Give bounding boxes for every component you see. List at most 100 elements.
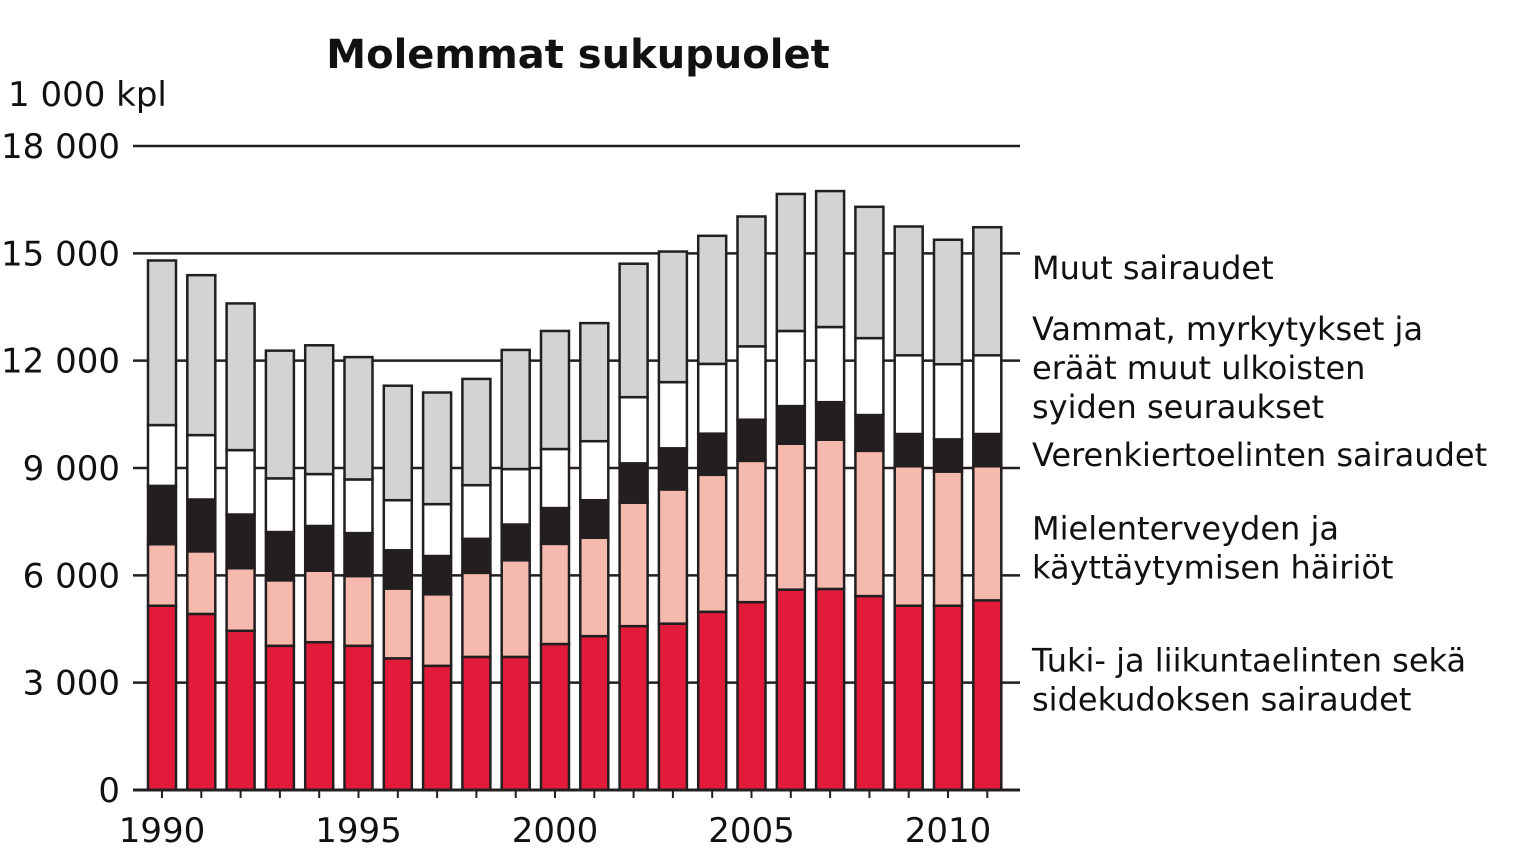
bar-segment-5-2000 [539,329,571,451]
y-tick-label: 6 000 [23,556,120,596]
bar-segment-3-2001 [579,498,610,540]
bar-stack-2007 [814,189,846,792]
bar-segment-2-1997 [421,593,453,668]
y-tick-label: 12 000 [1,342,120,382]
legend-label-4: Vammat, myrkytykset ja [1032,310,1423,348]
legend-label-4: syiden seuraukset [1032,388,1324,426]
bar-stack-2002 [618,262,649,792]
bar-segment-1-2002 [618,624,649,792]
bar-segment-4-1996 [382,498,414,552]
bar-segment-3-2004 [696,432,728,477]
bar-stack-1996 [382,384,414,792]
bar-stack-2005 [736,215,767,792]
bar-stack-2004 [696,234,728,792]
bar-segment-4-2011 [972,354,1003,436]
bar-stack-2009 [893,225,924,792]
bar-segment-4-2009 [893,354,924,436]
bar-segment-5-1997 [421,391,453,506]
bar-stack-1993 [264,349,296,792]
bar-segment-5-2008 [854,205,885,340]
bar-segment-3-1997 [421,554,453,596]
bar-stack-2011 [972,225,1003,792]
bar-segment-1-2008 [854,594,885,792]
bar-stack-1990 [146,259,178,792]
bar-segment-5-2011 [972,225,1003,357]
bar-segment-3-1990 [146,484,178,546]
bar-segment-5-1995 [343,355,374,481]
bar-segment-4-2008 [854,336,885,417]
bar-stack-1999 [500,348,531,792]
bar-segment-2-2009 [893,464,924,607]
bar-segment-2-2001 [579,536,610,638]
bar-segment-5-1994 [303,344,335,476]
y-tick-label: 3 000 [23,664,120,704]
bar-segment-5-1998 [461,377,492,487]
bar-segment-4-2002 [618,395,649,465]
bar-segment-2-2005 [736,459,767,604]
bar-stack-1995 [343,355,374,792]
bar-segment-2-2004 [696,473,728,614]
bar-stack-2008 [854,205,885,792]
bars [146,189,1003,792]
bar-segment-2-2008 [854,449,885,598]
bar-segment-3-1998 [461,537,492,575]
bar-segment-4-2004 [696,362,728,435]
legend-label-2: Mielenterveyden ja [1032,510,1339,548]
bar-segment-5-2010 [932,238,964,366]
x-tick-label: 1990 [119,811,206,851]
legend-label-2: käyttäytymisen häiriöt [1032,549,1393,587]
bar-segment-3-1996 [382,549,414,590]
bar-segment-1-1992 [225,629,256,792]
bar-segment-1-2000 [539,642,571,792]
bar-segment-4-1999 [500,467,531,526]
bar-segment-1-1994 [303,640,335,792]
bar-segment-2-1991 [186,550,217,616]
y-tick-label: 15 000 [1,234,120,274]
bar-segment-4-1994 [303,472,335,528]
bar-segment-1-2011 [972,599,1003,792]
x-axis: 1990 1995 2000 2005 2010 [119,788,1020,851]
bar-stack-1994 [303,344,335,792]
bar-segment-1-1996 [382,657,414,792]
bar-segment-3-1992 [225,513,256,570]
x-tick-label: 2010 [905,811,992,851]
bar-segment-4-2003 [657,380,689,450]
bar-segment-2-2003 [657,488,689,625]
bar-segment-4-1997 [421,502,453,558]
bar-stack-2001 [579,321,610,792]
bar-segment-1-1999 [500,655,531,792]
bar-segment-3-2009 [893,432,924,468]
bar-segment-2-2011 [972,464,1003,602]
bar-segment-3-2006 [775,404,807,445]
bar-segment-2-2010 [932,470,964,607]
bar-stack-1997 [421,391,453,792]
bar-segment-5-2007 [814,189,846,329]
bar-segment-2-1999 [500,559,531,659]
bar-segment-2-2002 [618,501,649,628]
bar-segment-1-1998 [461,655,492,792]
bar-segment-1-2005 [736,600,767,792]
y-tick-label: 0 [98,771,120,811]
bar-segment-3-1993 [264,530,296,582]
bar-segment-3-2005 [736,418,767,463]
bar-segment-5-1996 [382,384,414,502]
bar-segment-5-1991 [186,273,217,437]
y-tick-label: 18 000 [1,127,120,167]
bar-segment-3-1999 [500,523,531,562]
bar-segment-1-2007 [814,587,846,792]
bar-segment-4-2001 [579,439,610,502]
bar-segment-4-2000 [539,447,571,510]
bar-segment-1-2003 [657,622,689,792]
bar-segment-5-2006 [775,192,807,333]
bar-segment-1-1995 [343,644,374,792]
bar-segment-1-1997 [421,664,453,792]
x-tick-label: 1995 [315,811,402,851]
bar-segment-5-2004 [696,234,728,366]
legend-label-3: Verenkiertoelinten sairaudet [1032,436,1487,474]
legend-label-1: sidekudoksen sairaudet [1032,681,1411,719]
bar-stack-2003 [657,250,689,792]
bar-stack-1991 [186,273,217,792]
y-unit-label: 1 000 kpl [8,75,167,115]
bar-segment-1-1993 [264,644,296,792]
